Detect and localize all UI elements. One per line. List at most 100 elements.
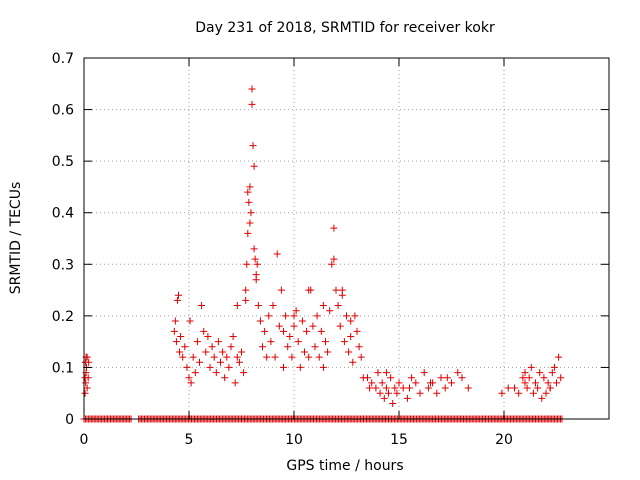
data-point bbox=[231, 379, 239, 387]
data-point bbox=[366, 384, 374, 392]
data-point bbox=[83, 384, 91, 392]
data-point bbox=[437, 374, 445, 382]
data-point bbox=[252, 276, 260, 284]
data-point bbox=[368, 379, 376, 387]
data-point bbox=[176, 348, 184, 356]
data-point bbox=[256, 317, 264, 325]
data-point bbox=[206, 363, 214, 371]
data-point bbox=[193, 338, 201, 346]
data-point bbox=[280, 363, 287, 371]
x-tick-label: 0 bbox=[80, 432, 89, 448]
data-point bbox=[511, 384, 518, 392]
data-point bbox=[225, 363, 233, 371]
data-point bbox=[84, 374, 92, 382]
data-point bbox=[292, 307, 300, 315]
data-point bbox=[538, 394, 546, 402]
x-tick-label: 5 bbox=[185, 432, 194, 448]
data-point bbox=[186, 317, 194, 325]
data-point bbox=[210, 353, 218, 361]
data-point bbox=[406, 384, 413, 392]
data-point bbox=[196, 358, 203, 366]
data-point bbox=[525, 374, 533, 382]
data-point bbox=[214, 338, 222, 346]
data-point bbox=[542, 389, 550, 397]
data-point bbox=[380, 394, 388, 402]
data-point bbox=[301, 348, 308, 356]
x-tick-label: 20 bbox=[495, 432, 513, 448]
y-axis-ticks: 0 0.1 0.2 0.3 0.4 0.5 0.6 0.7 bbox=[52, 51, 609, 428]
data-point bbox=[245, 198, 253, 206]
data-point bbox=[364, 374, 371, 382]
data-point bbox=[464, 384, 472, 392]
data-point bbox=[355, 343, 363, 351]
data-point bbox=[179, 353, 187, 361]
data-point bbox=[187, 379, 195, 387]
data-point bbox=[238, 348, 245, 356]
data-point bbox=[340, 338, 348, 346]
data-point bbox=[322, 338, 329, 346]
data-point bbox=[282, 312, 290, 320]
data-point bbox=[303, 327, 311, 335]
data-point bbox=[275, 322, 283, 330]
data-point bbox=[244, 229, 252, 237]
data-point bbox=[246, 219, 254, 227]
data-point bbox=[357, 353, 365, 361]
data-point bbox=[294, 338, 302, 346]
data-point bbox=[349, 358, 357, 366]
data-point bbox=[412, 379, 420, 387]
data-point bbox=[395, 379, 403, 387]
data-point bbox=[240, 369, 248, 377]
data-point bbox=[242, 286, 250, 294]
data-point bbox=[313, 312, 321, 320]
data-point bbox=[336, 322, 344, 330]
data-point bbox=[271, 353, 279, 361]
x-axis-label: GPS time / hours bbox=[286, 458, 403, 474]
data-point bbox=[376, 389, 384, 397]
data-point bbox=[420, 369, 428, 377]
data-point bbox=[208, 343, 216, 351]
data-point bbox=[393, 389, 401, 397]
data-point bbox=[284, 343, 292, 351]
data-point bbox=[372, 384, 380, 392]
y-tick-label: 0.6 bbox=[52, 103, 74, 119]
data-point bbox=[277, 286, 285, 294]
data-point bbox=[347, 317, 355, 325]
data-point bbox=[334, 302, 342, 310]
data-point bbox=[250, 245, 258, 253]
data-point bbox=[523, 384, 531, 392]
data-point bbox=[286, 332, 294, 340]
data-point bbox=[204, 332, 212, 340]
data-point bbox=[191, 369, 199, 377]
data-point bbox=[319, 302, 327, 310]
data-point bbox=[235, 358, 243, 366]
data-point bbox=[317, 327, 325, 335]
data-point bbox=[458, 374, 466, 382]
data-point bbox=[177, 332, 185, 340]
data-point bbox=[504, 384, 512, 392]
data-point bbox=[288, 353, 296, 361]
y-tick-label: 0 bbox=[65, 412, 74, 428]
data-point bbox=[330, 255, 338, 263]
data-point bbox=[529, 389, 537, 397]
data-point bbox=[219, 348, 227, 356]
data-point bbox=[249, 142, 257, 150]
data-point bbox=[416, 389, 424, 397]
data-point bbox=[265, 312, 273, 320]
data-point bbox=[536, 369, 544, 377]
data-point bbox=[385, 389, 392, 397]
data-point bbox=[391, 384, 399, 392]
data-point bbox=[251, 255, 259, 263]
data-point bbox=[183, 363, 191, 371]
y-tick-label: 0.1 bbox=[52, 360, 74, 376]
data-point bbox=[83, 353, 91, 361]
data-point bbox=[273, 250, 281, 258]
data-point bbox=[330, 224, 338, 232]
data-point bbox=[427, 379, 434, 387]
data-point bbox=[244, 188, 252, 196]
data-point bbox=[217, 358, 224, 366]
data-point bbox=[246, 183, 254, 191]
x-tick-label: 10 bbox=[285, 432, 303, 448]
data-point bbox=[519, 374, 527, 382]
data-point bbox=[261, 327, 269, 335]
